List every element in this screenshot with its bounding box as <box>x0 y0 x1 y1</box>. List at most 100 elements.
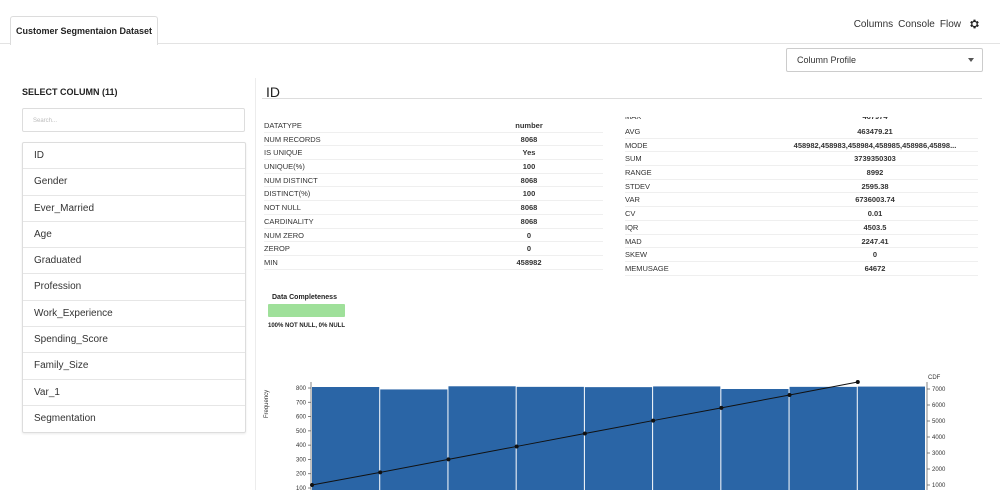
column-item[interactable]: Var_1 <box>23 380 245 406</box>
stats-row: MODE 458982,458983,458984,458985,458986,4… <box>625 139 978 153</box>
cdf-point <box>719 405 724 410</box>
column-item[interactable]: Age <box>23 222 245 249</box>
stats-key: DATATYPE <box>264 121 302 130</box>
stats-value: Yes <box>522 148 536 158</box>
stats-value: 2247.41 <box>861 236 889 246</box>
stats-key: NUM ZERO <box>264 230 304 240</box>
stats-value: number <box>515 121 543 130</box>
stats-row: NUM DISTINCT 8068 <box>264 174 603 188</box>
column-search-input[interactable]: Search... <box>22 108 245 132</box>
stats-table-left: DATATYPE number NUM RECORDS 8068 IS UNIQUE Ye… <box>264 119 603 270</box>
tab-bar: Customer Segmentaion Dataset Columns Con… <box>0 0 1000 45</box>
stats-value: 458982,458983,458984,458985,458986,45898… <box>793 140 957 150</box>
column-item[interactable]: Spending_Score <box>23 327 245 354</box>
stats-value: 467974 <box>775 117 975 121</box>
sidebar-title: SELECT COLUMN (11) <box>22 87 118 97</box>
stats-value: 8992 <box>866 168 884 178</box>
stats-row: NUM RECORDS 8068 <box>264 133 603 147</box>
stats-key: MIN <box>264 257 278 267</box>
column-item[interactable]: Work_Experience <box>23 301 245 328</box>
column-item[interactable]: Profession <box>23 274 245 301</box>
y2-tick-label: 5000 <box>932 419 946 425</box>
stats-key: NUM RECORDS <box>264 134 321 144</box>
stats-value: 64672 <box>864 263 886 273</box>
completeness-label: 100% NOT NULL, 0% NULL <box>268 323 346 329</box>
flow-link[interactable]: Flow <box>939 18 961 30</box>
stats-row: NUM ZERO 0 <box>264 229 603 243</box>
gear-icon[interactable] <box>968 18 980 30</box>
stats-row: NOT NULL 8068 <box>264 201 603 215</box>
stats-value: 0 <box>872 250 878 260</box>
stats-value: 8068 <box>520 216 538 226</box>
stats-table-right: AVG 463479.21 MODE 458982,458983,458984,458… <box>625 125 978 276</box>
stats-row: CV 0.01 <box>625 207 978 221</box>
cdf-point <box>514 444 519 449</box>
stats-value: 0 <box>526 244 532 254</box>
cdf-point <box>651 418 656 423</box>
histogram-bar <box>584 387 653 490</box>
stats-row-clipped: MAX 467974 <box>625 117 978 125</box>
histogram-bar <box>380 389 448 490</box>
y-tick-label: 800 <box>296 386 307 392</box>
column-item[interactable]: Family_Size <box>23 353 245 380</box>
stats-value: 0.01 <box>867 209 883 219</box>
y-tick-label: 400 <box>296 443 307 449</box>
stats-row: CARDINALITY 8068 <box>264 215 603 229</box>
columns-link[interactable]: Columns <box>853 18 894 30</box>
y-tick-label: 100 <box>296 486 307 490</box>
y-tick-label: 600 <box>296 415 307 421</box>
cdf-point <box>787 392 792 397</box>
histogram-bar <box>516 386 584 490</box>
stats-key: MAX <box>625 117 641 121</box>
stats-value: 3739350303 <box>854 154 896 164</box>
stats-key: SUM <box>625 154 642 164</box>
stats-value: 100 <box>522 189 536 199</box>
y2-tick-label: 2000 <box>932 467 946 473</box>
stats-key: IQR <box>625 222 639 232</box>
stats-key: CV <box>625 209 636 219</box>
histogram-bar <box>448 386 516 490</box>
y2-tick-label: 1000 <box>932 483 946 489</box>
stats-value: 100 <box>522 162 536 172</box>
y2-axis-label: CDF <box>928 375 941 381</box>
stats-row: DATATYPE number <box>264 119 603 133</box>
column-item[interactable]: Gender <box>23 169 245 196</box>
cdf-point <box>378 470 383 475</box>
y2-tick-label: 6000 <box>932 403 946 409</box>
histogram-bar <box>721 389 789 490</box>
column-item[interactable]: Graduated <box>23 248 245 275</box>
y-tick-label: 300 <box>296 457 307 463</box>
view-select-value: Column Profile <box>797 55 857 65</box>
stats-row: RANGE 8992 <box>625 166 978 180</box>
histogram-bar <box>653 386 721 490</box>
stats-key: ZEROP <box>264 244 290 254</box>
y2-tick-label: 3000 <box>932 451 946 457</box>
histogram-bar <box>312 387 380 490</box>
cdf-point <box>582 431 587 436</box>
caret-down-icon <box>968 58 974 62</box>
stats-row: UNIQUE(%) 100 <box>264 160 603 174</box>
stats-key: VAR <box>625 195 640 205</box>
stats-row: IS UNIQUE Yes <box>264 146 603 161</box>
y2-tick-label: 7000 <box>932 387 946 393</box>
column-item[interactable]: ID <box>23 143 245 170</box>
stats-key: NUM DISTINCT <box>264 175 318 185</box>
stats-row: MEMUSAGE 64672 <box>625 262 978 276</box>
histogram-chart: Frequency 100 200 300 400 500 600 700 800 CDF 1000… <box>264 375 946 490</box>
console-link[interactable]: Console <box>898 18 935 30</box>
column-item[interactable]: Ever_Married <box>23 196 245 222</box>
stats-value: 4503.5 <box>863 222 887 232</box>
stats-key: AVG <box>625 127 641 136</box>
column-title: ID <box>266 84 280 100</box>
column-item[interactable]: Segmentation <box>34 412 96 424</box>
stats-row: SKEW 0 <box>625 248 978 262</box>
completeness-title: Data Completeness <box>272 294 337 301</box>
tab-dataset[interactable]: Customer Segmentaion Dataset <box>10 16 158 45</box>
stats-row: IQR 4503.5 <box>625 221 978 235</box>
stats-key: MODE <box>625 140 648 150</box>
stats-key: CARDINALITY <box>264 216 314 226</box>
y-axis-label: Frequency <box>264 390 270 418</box>
view-select[interactable]: Column Profile <box>786 48 983 72</box>
stats-row: STDEV 2595.38 <box>625 180 978 194</box>
cdf-point <box>310 483 314 487</box>
